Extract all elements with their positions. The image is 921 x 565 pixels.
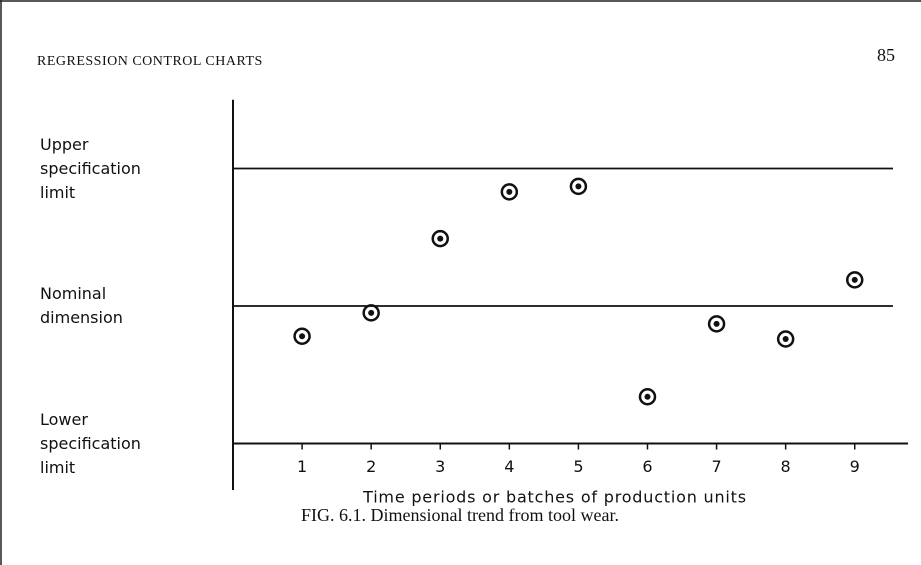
page-number: 85 xyxy=(877,45,895,65)
x-tick-label: 6 xyxy=(642,457,652,476)
y-tick-label: Lower specification limit xyxy=(40,409,141,477)
data-point xyxy=(707,315,726,333)
x-tick-label: 4 xyxy=(504,457,514,476)
data-point xyxy=(431,229,449,248)
running-title: REGRESSION CONTROL CHARTS xyxy=(37,54,263,69)
data-point xyxy=(569,177,588,196)
y-tick-label: Upper specification limit xyxy=(40,134,141,202)
x-tick-label: 3 xyxy=(435,457,445,476)
data-point xyxy=(293,327,311,345)
data-point xyxy=(638,388,657,406)
x-tick-label: 5 xyxy=(573,457,583,476)
data-point xyxy=(845,271,864,289)
x-tick-label: 2 xyxy=(366,457,376,476)
data-point xyxy=(776,330,795,348)
data-point xyxy=(362,304,380,322)
x-tick-label: 9 xyxy=(850,457,860,476)
x-tick-label: 8 xyxy=(781,457,791,476)
x-axis-label: Time periods or batches of production un… xyxy=(362,488,747,507)
caption: FIG. 6.1. Dimensional trend from tool we… xyxy=(301,505,619,525)
x-tick-label: 7 xyxy=(711,457,721,476)
data-point xyxy=(500,183,519,201)
x-tick-label: 1 xyxy=(297,457,307,476)
y-tick-label: Nominal dimension xyxy=(40,284,123,327)
